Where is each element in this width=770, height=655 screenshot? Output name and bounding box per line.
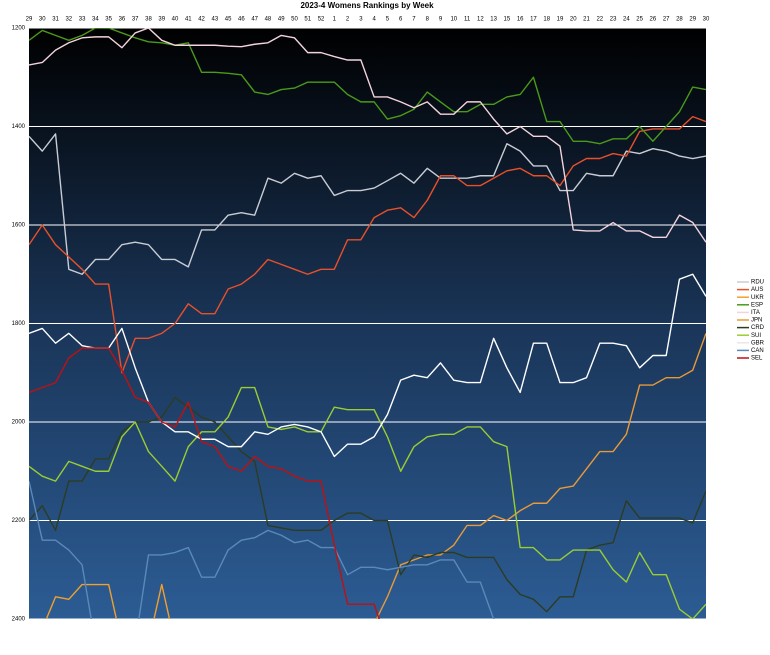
x-tick-label: 5	[386, 17, 390, 23]
series-line	[29, 347, 380, 619]
series-line	[29, 273, 706, 458]
x-tick-label: 4	[372, 17, 376, 23]
legend-label: ESP	[751, 302, 763, 308]
x-tick-label: 7	[412, 17, 416, 23]
y-tick-label: 2200	[12, 518, 26, 524]
x-tick-label: 32	[65, 17, 72, 23]
x-tick-label: 6	[399, 17, 403, 23]
x-tick-label: 13	[490, 17, 497, 23]
legend-label: RDU	[751, 280, 764, 286]
x-tick-label: 3	[359, 17, 363, 23]
x-tick-label: 38	[145, 17, 152, 23]
x-tick-label: 51	[304, 17, 311, 23]
x-tick-label: 20	[570, 17, 577, 23]
series-line	[29, 386, 706, 619]
legend-label: CAN	[751, 348, 764, 354]
x-tick-label: 49	[278, 17, 285, 23]
legend-label: GBR	[751, 340, 765, 346]
chart-title: 2023-4 Womens Rankings by Week	[300, 1, 434, 10]
y-tick-label: 2400	[12, 617, 26, 623]
series-line	[375, 333, 706, 619]
x-tick-label: 29	[26, 17, 33, 23]
legend-label: JPN	[751, 318, 762, 324]
series-line	[29, 480, 495, 619]
x-tick-label: 37	[132, 17, 139, 23]
y-tick-label: 1200	[12, 26, 26, 32]
series-line	[29, 115, 706, 374]
y-tick-label: 1600	[12, 223, 26, 229]
x-tick-label: 35	[105, 17, 112, 23]
series-line	[29, 28, 706, 145]
x-tick-label: 30	[39, 17, 46, 23]
x-tick-label: 40	[172, 17, 179, 23]
x-tick-label: 21	[583, 17, 590, 23]
x-tick-label: 26	[650, 17, 657, 23]
x-tick-label: 46	[238, 17, 245, 23]
x-tick-label: 47	[251, 17, 258, 23]
series-line	[29, 133, 706, 275]
x-tick-label: 1	[333, 17, 337, 23]
legend-label: AUS	[751, 287, 763, 293]
x-tick-label: 30	[703, 17, 710, 23]
x-tick-label: 43	[211, 17, 218, 23]
x-tick-label: 24	[623, 17, 630, 23]
x-tick-label: 36	[119, 17, 126, 23]
lines	[29, 28, 706, 619]
x-tick-label: 25	[636, 17, 643, 23]
x-tick-label: 11	[464, 17, 471, 23]
x-tick-label: 52	[318, 17, 325, 23]
x-tick-label: 17	[530, 17, 537, 23]
series-line	[29, 28, 706, 243]
grid	[29, 27, 706, 620]
x-tick-label: 22	[596, 17, 603, 23]
x-tick-label: 2	[346, 17, 350, 23]
legend-label: SUI	[751, 333, 761, 339]
x-tick-label: 12	[477, 17, 484, 23]
x-tick-label: 48	[265, 17, 272, 23]
x-tick-label: 29	[689, 17, 696, 23]
x-tick-label: 31	[52, 17, 59, 23]
x-tick-label: 10	[450, 17, 457, 23]
y-tick-label: 1800	[12, 321, 26, 327]
x-tick-label: 33	[79, 17, 86, 23]
series-line	[29, 583, 171, 619]
x-tick-label: 50	[291, 17, 298, 23]
x-tick-label: 18	[543, 17, 550, 23]
legend-label: CRD	[751, 325, 765, 331]
legend-label: UKR	[751, 295, 764, 301]
x-tick-label: 9	[439, 17, 443, 23]
x-tick-label: 42	[198, 17, 205, 23]
legend-label: SEL	[751, 356, 763, 362]
x-tick-label: 34	[92, 17, 99, 23]
legend-label: ITA	[751, 310, 760, 316]
series-line	[29, 396, 706, 613]
x-tick-label: 19	[557, 17, 564, 23]
x-tick-label: 28	[676, 17, 683, 23]
x-tick-label: 27	[663, 17, 670, 23]
x-tick-label: 39	[158, 17, 165, 23]
x-tick-label: 23	[610, 17, 617, 23]
y-tick-label: 1400	[12, 124, 26, 130]
x-tick-label: 45	[225, 17, 232, 23]
x-tick-label: 41	[185, 17, 192, 23]
y-tick-label: 2000	[12, 420, 26, 426]
x-tick-label: 16	[517, 17, 524, 23]
x-tick-label: 8	[426, 17, 430, 23]
x-tick-label: 15	[504, 17, 511, 23]
